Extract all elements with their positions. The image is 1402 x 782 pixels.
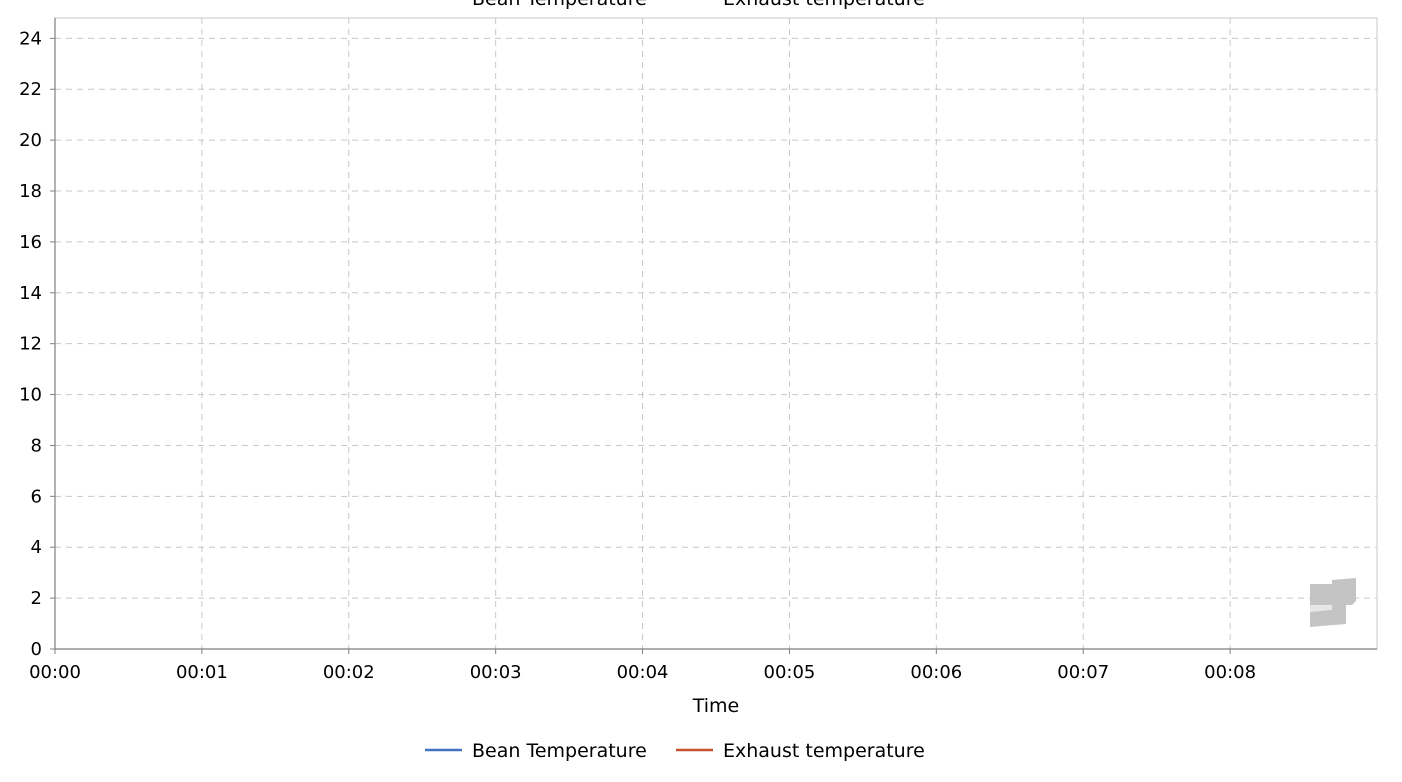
y-tick-label: 8 xyxy=(31,435,42,456)
top-legend-label-bean: Bean Temperature xyxy=(472,0,647,10)
legend: Bean Temperature Exhaust temperature xyxy=(425,740,925,762)
y-tick-label: 14 xyxy=(19,283,42,304)
y-tick-label: 10 xyxy=(19,385,42,406)
x-tick-label: 00:05 xyxy=(764,662,816,683)
y-tick-label: 20 xyxy=(19,130,42,151)
x-axis-title: Time xyxy=(692,695,740,717)
top-legend-label-exhaust: Exhaust temperature xyxy=(723,0,925,10)
watermark-logo xyxy=(1310,578,1356,627)
x-tick-label: 00:03 xyxy=(470,662,522,683)
x-tick-label: 00:01 xyxy=(176,662,228,683)
plot-frame xyxy=(54,17,1378,650)
x-tick-label: 00:02 xyxy=(323,662,375,683)
legend-label-bean: Bean Temperature xyxy=(472,740,647,762)
x-tick-label: 00:08 xyxy=(1204,662,1256,683)
grid xyxy=(55,18,1377,649)
y-tick-label: 24 xyxy=(19,28,42,49)
top-legend-partial: Bean Temperature Exhaust temperature xyxy=(472,0,925,10)
x-tick-label: 00:07 xyxy=(1057,662,1109,683)
y-tick-label: 6 xyxy=(31,486,42,507)
y-tick-label: 2 xyxy=(31,588,42,609)
y-tick-label: 16 xyxy=(19,232,42,253)
y-tick-label: 22 xyxy=(19,79,42,100)
y-tick-label: 0 xyxy=(31,639,42,660)
y-tick-label: 18 xyxy=(19,181,42,202)
x-tick-label: 00:00 xyxy=(29,662,81,683)
y-tick-label: 12 xyxy=(19,334,42,355)
legend-label-exhaust: Exhaust temperature xyxy=(723,740,925,762)
y-tick-label: 4 xyxy=(31,537,42,558)
x-tick-label: 00:04 xyxy=(617,662,669,683)
x-tick-label: 00:06 xyxy=(910,662,962,683)
